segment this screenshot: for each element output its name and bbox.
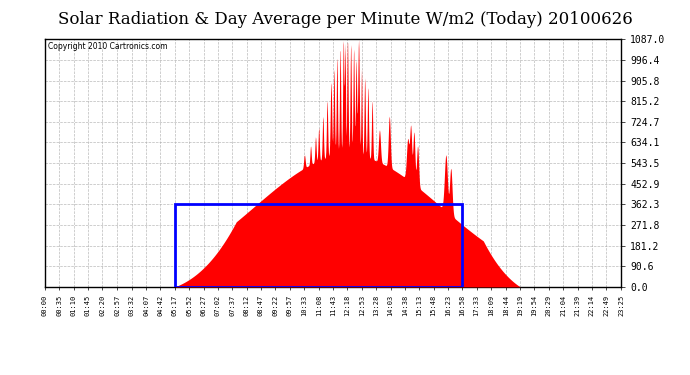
Text: Solar Radiation & Day Average per Minute W/m2 (Today) 20100626: Solar Radiation & Day Average per Minute… xyxy=(58,11,632,28)
Bar xyxy=(175,204,462,287)
Text: Copyright 2010 Cartronics.com: Copyright 2010 Cartronics.com xyxy=(48,42,167,51)
